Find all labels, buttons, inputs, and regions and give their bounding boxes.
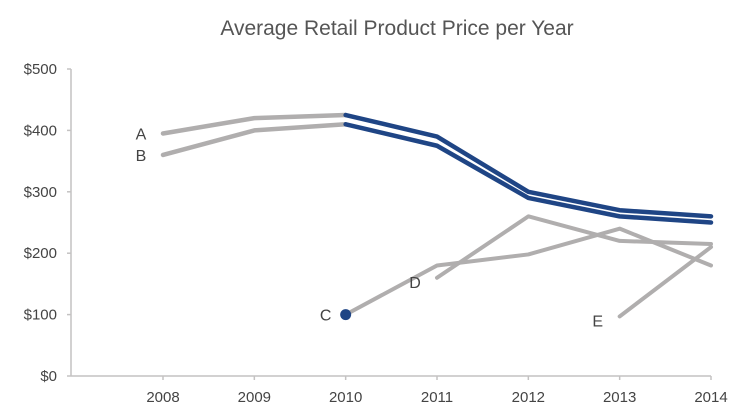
series-layer: AB C D E [136,112,714,330]
x-tick-label: 2013 [603,389,636,406]
y-tick-label: $0 [40,368,57,385]
series-line-d [435,214,713,280]
series-label-c: C [320,308,332,325]
series-label-e: E [592,313,603,330]
y-tick-label: $300 [24,184,57,201]
series-line-b-highlight [343,122,714,225]
series-label-a: A [136,126,147,143]
y-tick-label: $400 [24,122,57,139]
y-tick-label: $100 [24,307,57,324]
y-tick-label: $200 [24,245,57,262]
y-tick-label: $500 [24,61,57,78]
axes: $0 $100 $200 $300 $400 $500 2008 2009 2010 2011 20… [24,61,728,406]
series-label-b: B [136,148,147,165]
x-tick-label: 2010 [329,389,362,406]
series-marker-c [340,309,352,321]
series-line-b-muted [160,122,348,158]
x-tick-label: 2011 [421,389,453,406]
x-tick-label: 2009 [238,389,271,406]
series-label-d: D [409,275,421,292]
x-tick-label: 2014 [694,389,727,406]
x-tick-label: 2008 [146,389,179,406]
x-tick-label: 2012 [512,389,545,406]
series-line-a-muted [160,112,348,136]
chart-title: Average Retail Product Price per Year [220,17,573,40]
series-line-a-highlight [343,112,714,219]
series-line-e [617,245,713,319]
